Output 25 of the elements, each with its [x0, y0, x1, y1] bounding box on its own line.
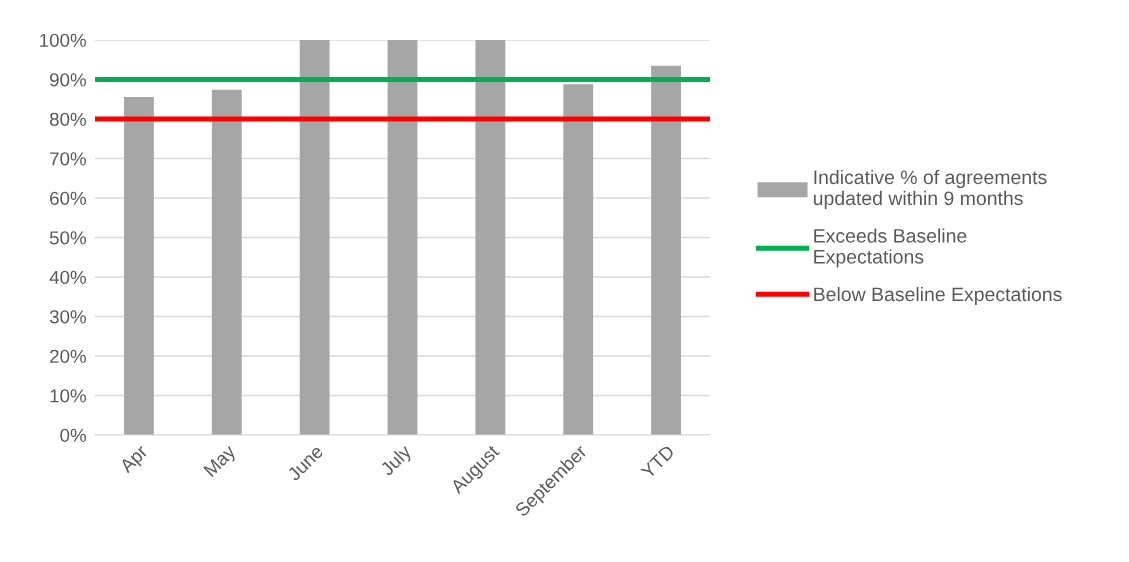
bar: [387, 40, 418, 435]
y-tick-label: 20%: [50, 349, 86, 363]
x-tick-label: Apr: [118, 444, 152, 477]
bar: [475, 40, 506, 435]
y-tick-label: 50%: [49, 231, 86, 245]
bar: [563, 84, 594, 435]
legend-label: Below Baseline Expectations: [814, 286, 1062, 306]
bar: [123, 96, 154, 435]
bar: [299, 40, 330, 435]
x-tick-label: YTD: [640, 444, 676, 480]
bar: [211, 89, 242, 435]
y-tick-label: 80%: [49, 112, 86, 126]
y-tick-label: 70%: [50, 152, 86, 166]
y-tick-label: 40%: [49, 270, 86, 284]
legend-label: Indicative % of agreements updated within 9 months: [813, 169, 1047, 209]
x-tick-label: July: [379, 443, 415, 480]
legend-label: Exceeds Baseline Expectations: [814, 228, 967, 268]
y-tick-label: 60%: [50, 191, 86, 205]
bar: [651, 65, 682, 435]
y-tick-label: 0%: [60, 428, 86, 442]
y-tick-label: 30%: [49, 310, 86, 324]
x-tick-label: May: [203, 443, 240, 480]
y-tick-label: 100%: [40, 33, 86, 47]
y-tick-label: 90%: [50, 73, 86, 87]
y-tick-label: 10%: [50, 389, 86, 403]
